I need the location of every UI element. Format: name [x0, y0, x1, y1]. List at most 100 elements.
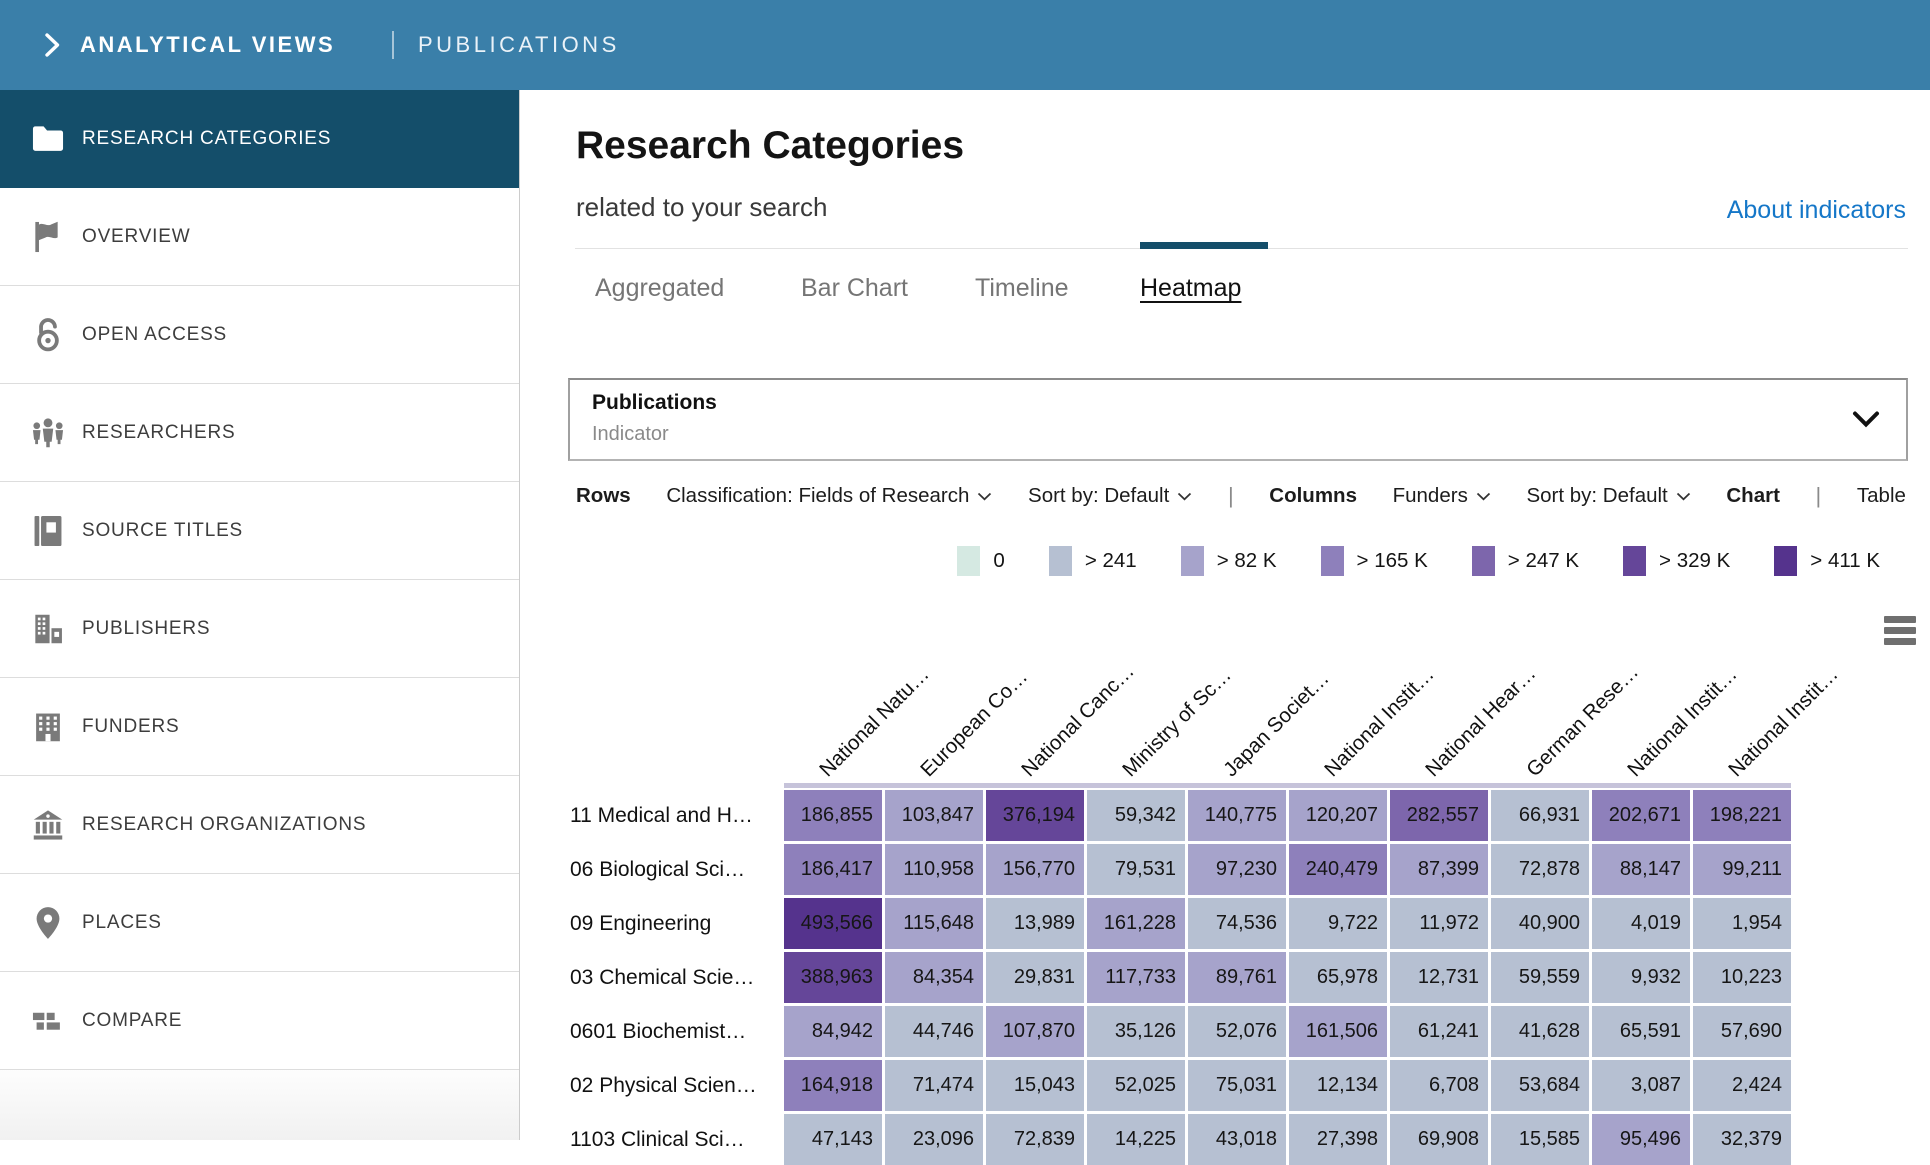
columns-sort-dropdown[interactable]: Sort by: Default	[1526, 484, 1690, 508]
heatmap-cell[interactable]: 107,870	[986, 1006, 1084, 1057]
chevron-down-icon	[1852, 411, 1880, 433]
heatmap-cell[interactable]: 87,399	[1390, 844, 1488, 895]
heatmap-row-label: 03 Chemical Scie…	[570, 966, 755, 989]
heatmap-cell[interactable]: 186,855	[784, 790, 882, 841]
rows-classification-dropdown[interactable]: Classification: Fields of Research	[666, 484, 992, 508]
about-indicators-link[interactable]: About indicators	[1726, 196, 1906, 224]
sidebar-item-research-categories[interactable]: RESEARCH CATEGORIES	[0, 90, 519, 188]
heatmap-cell[interactable]: 29,831	[986, 952, 1084, 1003]
chart-menu-icon[interactable]	[1884, 616, 1916, 649]
heatmap-column-header: Japan Societ…	[1219, 666, 1334, 782]
heatmap-row-label: 06 Biological Sci…	[570, 858, 746, 881]
heatmap-cell[interactable]: 44,746	[885, 1006, 983, 1057]
sidebar-item-source-titles[interactable]: SOURCE TITLES	[0, 482, 519, 580]
heatmap-cell[interactable]: 75,031	[1188, 1060, 1286, 1111]
heatmap-cell[interactable]: 240,479	[1289, 844, 1387, 895]
sidebar-item-compare[interactable]: COMPARE	[0, 972, 519, 1070]
rows-sort-value: Sort by: Default	[1028, 484, 1170, 507]
heatmap-cell[interactable]: 161,506	[1289, 1006, 1387, 1057]
tab-aggregated[interactable]: Aggregated	[595, 274, 725, 302]
indicator-select-box[interactable]: Publications Indicator	[568, 378, 1908, 461]
heatmap-cell[interactable]: 88,147	[1592, 844, 1690, 895]
heatmap-cell[interactable]: 13,989	[986, 898, 1084, 949]
heatmap-cell[interactable]: 115,648	[885, 898, 983, 949]
heatmap-cell[interactable]: 282,557	[1390, 790, 1488, 841]
heatmap-cell[interactable]: 140,775	[1188, 790, 1286, 841]
sidebar-item-open-access[interactable]: OPEN ACCESS	[0, 286, 519, 384]
heatmap-cell[interactable]: 202,671	[1592, 790, 1690, 841]
heatmap-cell[interactable]: 59,559	[1491, 952, 1589, 1003]
heatmap-cell[interactable]: 120,207	[1289, 790, 1387, 841]
expand-chevron-icon[interactable]	[44, 32, 61, 63]
heatmap-cell[interactable]: 61,241	[1390, 1006, 1488, 1057]
tab-timeline[interactable]: Timeline	[975, 274, 1069, 302]
sidebar: RESEARCH CATEGORIES OVERVIEW OPEN ACCESS RE…	[0, 90, 520, 1140]
chevron-down-icon	[1676, 492, 1690, 501]
heatmap-cell[interactable]: 74,536	[1188, 898, 1286, 949]
heatmap-cell[interactable]: 6,708	[1390, 1060, 1488, 1111]
heatmap-cell[interactable]: 84,942	[784, 1006, 882, 1057]
heatmap-cell[interactable]: 65,591	[1592, 1006, 1690, 1057]
heatmap-row-label: 11 Medical and H…	[570, 804, 753, 827]
heatmap-cell[interactable]: 103,847	[885, 790, 983, 841]
heatmap-cell[interactable]: 376,194	[986, 790, 1084, 841]
building-icon	[25, 708, 71, 746]
book-icon	[25, 512, 71, 550]
heatmap-cell[interactable]: 186,417	[784, 844, 882, 895]
heatmap-cell[interactable]: 99,211	[1693, 844, 1791, 895]
sidebar-item-label: OVERVIEW	[82, 225, 191, 247]
legend-item: > 329 K	[1623, 546, 1730, 576]
heatmap-cell[interactable]: 164,918	[784, 1060, 882, 1111]
heatmap-cell[interactable]: 4,019	[1592, 898, 1690, 949]
heatmap-cell[interactable]: 12,134	[1289, 1060, 1387, 1111]
view-toggle-table[interactable]: Table	[1856, 484, 1906, 507]
heatmap-cell[interactable]: 198,221	[1693, 790, 1791, 841]
heatmap-cell[interactable]: 110,958	[885, 844, 983, 895]
sidebar-item-funders[interactable]: FUNDERS	[0, 678, 519, 776]
heatmap-cell[interactable]: 11,972	[1390, 898, 1488, 949]
heatmap-cell[interactable]: 15,043	[986, 1060, 1084, 1111]
heatmap-cell[interactable]: 156,770	[986, 844, 1084, 895]
rows-sort-dropdown[interactable]: Sort by: Default	[1028, 484, 1192, 508]
heatmap-cell[interactable]: 9,722	[1289, 898, 1387, 949]
heatmap-cell[interactable]: 12,731	[1390, 952, 1488, 1003]
sidebar-item-overview[interactable]: OVERVIEW	[0, 188, 519, 286]
heatmap-cell[interactable]: 52,076	[1188, 1006, 1286, 1057]
heatmap-cell[interactable]: 89,761	[1188, 952, 1286, 1003]
heatmap-cell[interactable]: 1,954	[1693, 898, 1791, 949]
legend-item: > 411 K	[1774, 546, 1880, 576]
heatmap-cell[interactable]: 388,963	[784, 952, 882, 1003]
columns-dimension-dropdown[interactable]: Funders	[1393, 484, 1491, 508]
heatmap-cell[interactable]: 84,354	[885, 952, 983, 1003]
heatmap-cell[interactable]: 66,931	[1491, 790, 1589, 841]
heatmap-cell[interactable]: 41,628	[1491, 1006, 1589, 1057]
sidebar-item-places[interactable]: PLACES	[0, 874, 519, 972]
tab-bar-chart[interactable]: Bar Chart	[801, 274, 908, 302]
sidebar-item-label: RESEARCHERS	[82, 421, 236, 443]
tab-heatmap[interactable]: Heatmap	[1140, 274, 1242, 302]
heatmap-cell[interactable]: 161,228	[1087, 898, 1185, 949]
heatmap-cell[interactable]: 493,566	[784, 898, 882, 949]
heatmap-cell[interactable]: 65,978	[1289, 952, 1387, 1003]
heatmap-cell[interactable]: 72,878	[1491, 844, 1589, 895]
heatmap-cell[interactable]: 10,223	[1693, 952, 1791, 1003]
heatmap-cell[interactable]: 40,900	[1491, 898, 1589, 949]
heatmap-cell[interactable]: 52,025	[1087, 1060, 1185, 1111]
heatmap-cell[interactable]: 35,126	[1087, 1006, 1185, 1057]
sidebar-item-researchers[interactable]: RESEARCHERS	[0, 384, 519, 482]
view-toggle-chart[interactable]: Chart	[1726, 484, 1780, 507]
heatmap-cell[interactable]: 53,684	[1491, 1060, 1589, 1111]
heatmap-cell[interactable]: 59,342	[1087, 790, 1185, 841]
sidebar-item-research-organizations[interactable]: RESEARCH ORGANIZATIONS	[0, 776, 519, 874]
heatmap-cell[interactable]: 71,474	[885, 1060, 983, 1111]
heatmap-cell[interactable]: 3,087	[1592, 1060, 1690, 1111]
legend-swatch	[1048, 546, 1072, 576]
sidebar-item-publishers[interactable]: PUBLISHERS	[0, 580, 519, 678]
heatmap-cell[interactable]: 9,932	[1592, 952, 1690, 1003]
heatmap-cell[interactable]: 79,531	[1087, 844, 1185, 895]
heatmap-cell[interactable]: 117,733	[1087, 952, 1185, 1003]
heatmap-cell[interactable]: 2,424	[1693, 1060, 1791, 1111]
heatmap-cell[interactable]: 97,230	[1188, 844, 1286, 895]
legend-swatch	[1471, 546, 1495, 576]
heatmap-cell[interactable]: 57,690	[1693, 1006, 1791, 1057]
